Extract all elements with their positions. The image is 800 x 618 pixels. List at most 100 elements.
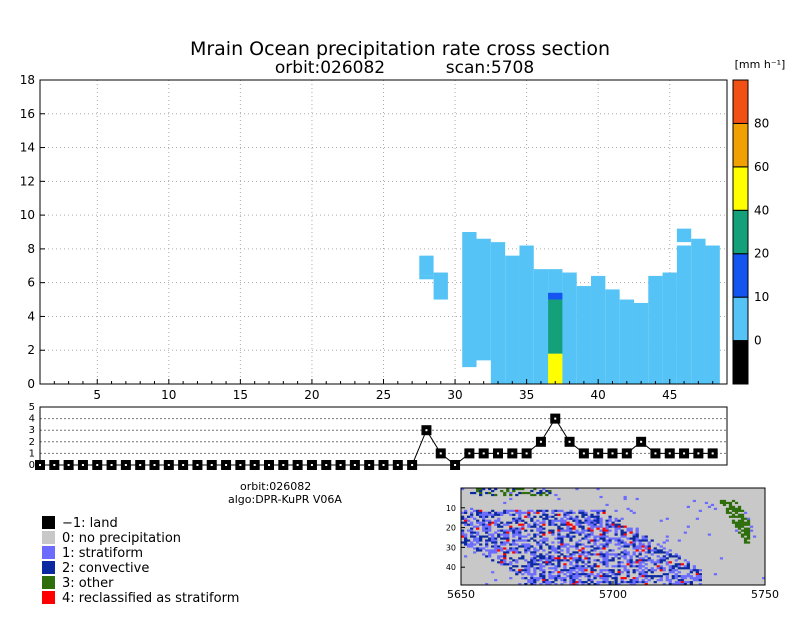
map-cell: [683, 559, 687, 562]
map-cell: [575, 488, 579, 491]
map-cell: [545, 581, 549, 584]
map-cell: [611, 577, 615, 580]
map-cell: [647, 575, 651, 578]
map-cell: [569, 555, 573, 558]
map-cell: [587, 523, 591, 526]
map-cell: [578, 523, 582, 526]
map-cell: [548, 515, 552, 518]
map-cell: [590, 565, 594, 568]
map-cell: [623, 565, 627, 568]
map-cell: [569, 553, 573, 556]
map-cell: [614, 509, 618, 512]
map-cell: [746, 529, 751, 532]
map-cell: [518, 531, 522, 534]
map-cell: [587, 559, 591, 562]
map-cell: [509, 567, 513, 570]
map-cell: [557, 531, 561, 534]
type-point-dot-35: [525, 452, 528, 455]
map-cell: [500, 563, 504, 566]
map-cell: [677, 539, 681, 542]
map-cell: [566, 543, 570, 546]
map-cell: [557, 563, 561, 566]
map-cell: [521, 511, 525, 514]
map-cell: [683, 531, 687, 534]
map-cell: [602, 543, 606, 546]
map-cell: [614, 579, 618, 582]
map-cell: [488, 551, 492, 554]
map-cell: [476, 519, 480, 522]
map-cell: [653, 547, 657, 550]
map-cell: [734, 525, 739, 528]
map-cell: [638, 561, 642, 564]
map-cell: [668, 549, 672, 552]
map-cell: [506, 541, 510, 544]
map-cell: [557, 519, 561, 522]
map-cell: [551, 529, 555, 532]
map-cell: [509, 569, 513, 572]
map-cell: [749, 529, 754, 532]
map-cell: [515, 533, 519, 536]
map-cell: [728, 503, 733, 507]
map-cell: [581, 511, 585, 514]
map-cell: [542, 519, 546, 522]
map-cell: [623, 557, 627, 560]
map-cell: [605, 577, 609, 580]
map-cell: [599, 551, 603, 554]
map-cell: [623, 545, 627, 548]
map-cell: [596, 513, 600, 516]
map-cell: [731, 499, 736, 503]
map-cell: [527, 549, 531, 552]
map-cell: [707, 505, 712, 508]
colorbar-bin-green: [732, 209, 749, 255]
map-cell: [554, 559, 558, 562]
map-cell: [491, 539, 495, 542]
map-cell: [623, 581, 627, 584]
type-point-dot-30: [454, 464, 457, 466]
map-cell: [521, 577, 525, 580]
map-cell: [548, 523, 552, 526]
map-cell: [614, 525, 618, 528]
map-cell: [629, 543, 633, 546]
map-cell: [503, 563, 507, 566]
map-cell: [740, 509, 745, 512]
map-cell: [533, 559, 537, 562]
map-cell: [494, 488, 498, 491]
map-cell: [536, 491, 540, 495]
colorbar-bin-yellow: [732, 166, 749, 211]
map-cell: [560, 537, 564, 540]
map-cell: [509, 521, 513, 524]
map-cell: [641, 535, 645, 538]
map-cell: [545, 563, 549, 566]
map-cell: [464, 537, 468, 540]
map-cell: [650, 553, 654, 556]
map-cell: [617, 523, 621, 526]
map-cell: [479, 493, 483, 497]
map-cell: [542, 523, 546, 526]
map-cell: [626, 561, 630, 564]
map-cell: [506, 488, 510, 491]
map-cell: [554, 513, 558, 516]
map-cell: [533, 577, 537, 580]
map-cell: [518, 537, 522, 540]
map-cell: [563, 577, 567, 580]
map-cell: [512, 559, 516, 562]
map-cell: [536, 527, 540, 530]
map-cell: [533, 493, 537, 497]
map-cell: [578, 569, 582, 572]
map-cell: [632, 579, 636, 582]
map-cell: [737, 519, 742, 522]
map-cell: [515, 571, 519, 574]
map-cell: [521, 488, 525, 491]
map-cell: [650, 577, 654, 580]
map-cell: [500, 489, 504, 493]
type-point-dot-36: [539, 440, 542, 443]
map-cell: [617, 557, 621, 560]
map-cell: [530, 509, 534, 512]
map-cell: [509, 491, 513, 495]
map-cell: [509, 529, 513, 532]
map-cell: [461, 533, 465, 536]
map-cell: [614, 565, 618, 568]
map-cell: [476, 541, 480, 544]
map-cell: [740, 521, 745, 524]
